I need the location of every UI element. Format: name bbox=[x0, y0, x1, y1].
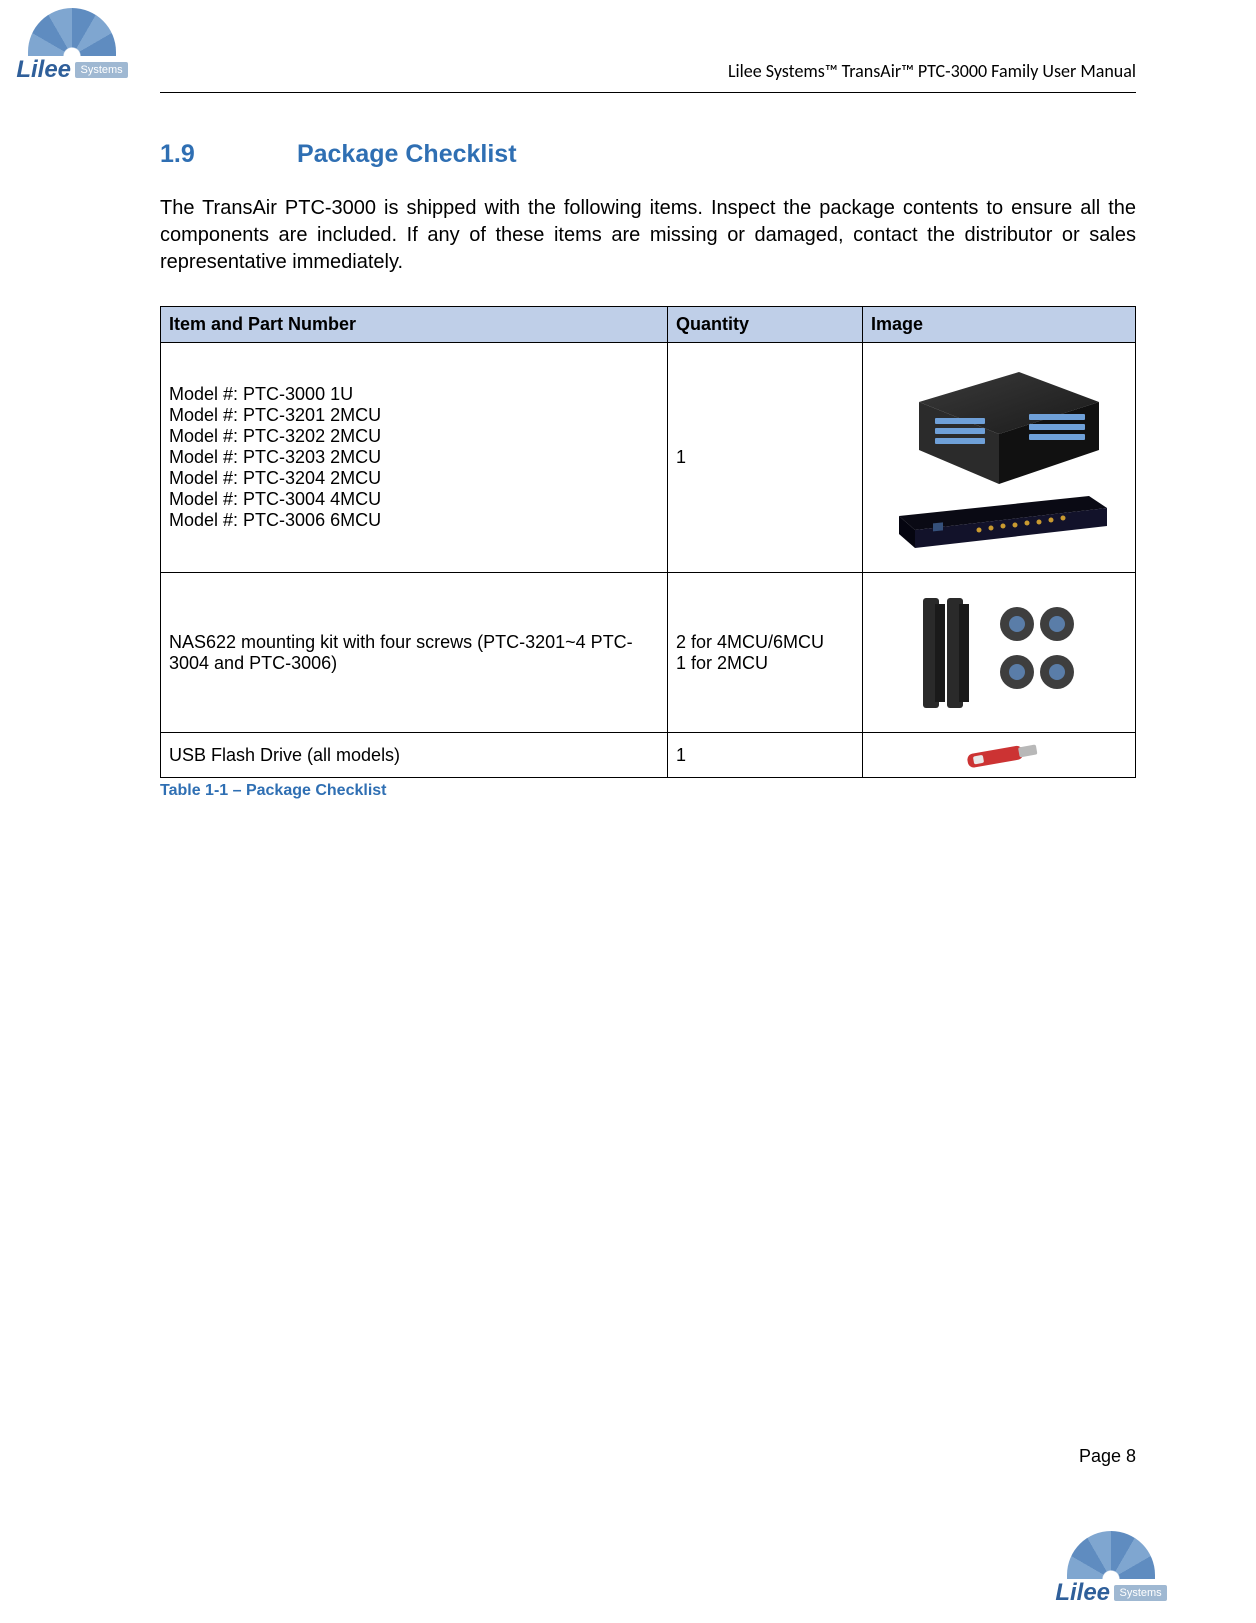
model-line: Model #: PTC-3204 2MCU bbox=[169, 468, 659, 489]
device-icon bbox=[889, 358, 1109, 558]
brand-name: Lilee bbox=[16, 56, 71, 84]
brand-tag: Systems bbox=[75, 62, 127, 78]
page-number: Page 8 bbox=[1079, 1446, 1136, 1467]
model-line: Model #: PTC-3004 4MCU bbox=[169, 489, 659, 510]
logo-arc-icon bbox=[1067, 1531, 1155, 1579]
section-title: Package Checklist bbox=[297, 140, 517, 168]
package-table: Item and Part Number Quantity Image Mode… bbox=[160, 306, 1136, 778]
brand-name: Lilee bbox=[1055, 1579, 1110, 1607]
brand-logo-bottom: Lilee Systems bbox=[1046, 1531, 1176, 1607]
table-row: NAS622 mounting kit with four screws (PT… bbox=[161, 573, 1136, 733]
table-caption: Table 1-1 – Package Checklist bbox=[160, 782, 1136, 800]
brand-tag: Systems bbox=[1114, 1585, 1166, 1601]
col-qty: Quantity bbox=[668, 307, 863, 343]
section-heading: 1.9 Package Checklist bbox=[160, 140, 1136, 169]
cell-image bbox=[863, 733, 1136, 778]
intro-paragraph: The TransAir PTC-3000 is shipped with th… bbox=[160, 195, 1136, 276]
col-item: Item and Part Number bbox=[161, 307, 668, 343]
col-img: Image bbox=[863, 307, 1136, 343]
brand-logo-top: Lilee Systems bbox=[12, 8, 132, 84]
model-line: Model #: PTC-3201 2MCU bbox=[169, 405, 659, 426]
cell-item: Model #: PTC-3000 1U Model #: PTC-3201 2… bbox=[161, 343, 668, 573]
cell-qty: 1 bbox=[668, 733, 863, 778]
cell-qty: 1 bbox=[668, 343, 863, 573]
page-header-title: Lilee Systems™ TransAir™ PTC-3000 Family… bbox=[728, 60, 1136, 82]
usb-icon bbox=[949, 740, 1049, 770]
cell-item: USB Flash Drive (all models) bbox=[161, 733, 668, 778]
cell-image bbox=[863, 343, 1136, 573]
model-line: Model #: PTC-3006 6MCU bbox=[169, 510, 659, 531]
cell-item: NAS622 mounting kit with four screws (PT… bbox=[161, 573, 668, 733]
logo-arc-icon bbox=[28, 8, 116, 56]
table-row: USB Flash Drive (all models) 1 bbox=[161, 733, 1136, 778]
section-number: 1.9 bbox=[160, 140, 290, 169]
model-line: Model #: PTC-3202 2MCU bbox=[169, 426, 659, 447]
table-row: Model #: PTC-3000 1U Model #: PTC-3201 2… bbox=[161, 343, 1136, 573]
mounting-kit-icon bbox=[909, 588, 1089, 718]
model-line: Model #: PTC-3000 1U bbox=[169, 384, 659, 405]
model-line: Model #: PTC-3203 2MCU bbox=[169, 447, 659, 468]
header-rule bbox=[160, 92, 1136, 93]
cell-qty: 2 for 4MCU/6MCU 1 for 2MCU bbox=[668, 573, 863, 733]
cell-image bbox=[863, 573, 1136, 733]
